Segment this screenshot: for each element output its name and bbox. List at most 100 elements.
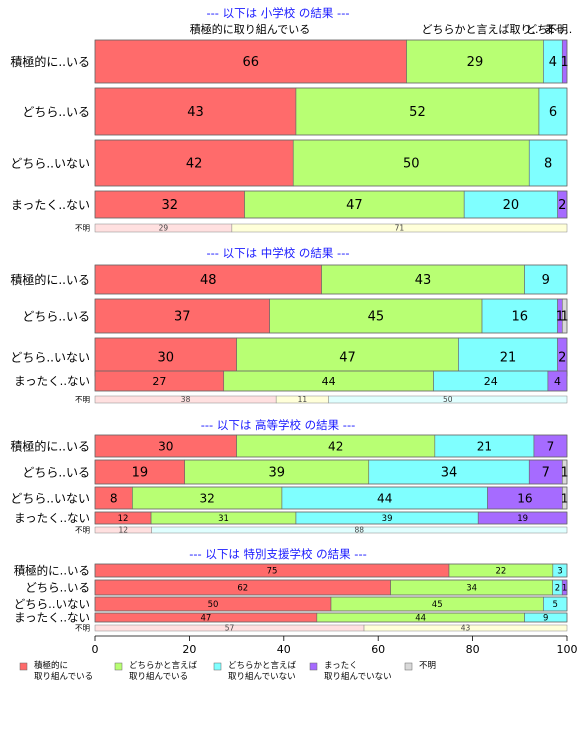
panel-title: --- 以下は 特別支援学校 の結果 --- [189, 547, 367, 561]
row-label: まったく..ない [11, 198, 90, 212]
bar-segment [524, 264, 568, 295]
data-label: 34 [466, 584, 477, 594]
bar-frame [94, 563, 568, 578]
data-label: 47 [346, 198, 363, 213]
data-label: 52 [409, 105, 426, 120]
bar-frame [94, 459, 568, 485]
bar-frame [94, 139, 568, 187]
data-label: 5 [552, 600, 557, 610]
row-label: どちら..いない [10, 350, 90, 364]
top-category-label: どち.. [526, 23, 555, 36]
bar-frame [94, 486, 568, 510]
x-tick-label: 40 [277, 643, 291, 656]
data-label: 47 [339, 351, 356, 366]
unknown-data-label: 71 [395, 224, 405, 233]
data-label: 1 [561, 491, 569, 505]
data-label: 2 [558, 198, 566, 213]
data-label: 6 [549, 105, 557, 120]
data-label: 21 [477, 439, 492, 453]
legend-swatch [19, 662, 28, 671]
row-label: 積極的に..いる [10, 54, 90, 69]
data-label: 22 [496, 567, 507, 577]
data-label: 4 [554, 375, 561, 388]
data-label: 34 [441, 466, 458, 481]
data-label: 27 [152, 375, 166, 388]
top-category-label: 積極的に取り組んでいる [190, 22, 310, 36]
data-label: 66 [242, 55, 259, 70]
legend-swatch [213, 662, 222, 671]
unknown-segment [328, 395, 568, 404]
data-label: 7 [542, 466, 550, 481]
x-tick-label: 20 [182, 643, 196, 656]
unknown-data-label: 29 [159, 224, 169, 233]
top-category-label: 不明 [546, 23, 568, 36]
unknown-row-label: 不明 [75, 624, 90, 633]
bar-segment [236, 337, 459, 377]
unknown-segment [363, 624, 568, 632]
x-tick-label: 80 [466, 643, 480, 656]
legend-swatch [114, 662, 123, 671]
data-label: 4 [549, 55, 557, 70]
panel-title: --- 以下は 高等学校 の結果 --- [201, 418, 356, 432]
bar-frame [94, 511, 568, 525]
bar-segment [269, 298, 483, 334]
panel-title: --- 以下は 中学校 の結果 --- [206, 246, 349, 260]
bar-frame [94, 612, 568, 623]
data-label: 43 [415, 273, 432, 288]
data-label: 30 [158, 439, 173, 453]
row-label: どちら..いない [10, 156, 90, 170]
data-label: 3 [557, 567, 562, 577]
row-label: どちら..いる [22, 465, 90, 479]
data-label: 43 [187, 105, 204, 120]
data-label: 39 [382, 514, 393, 524]
data-label: 1 [562, 584, 567, 594]
data-label: 44 [415, 614, 426, 624]
data-label: 16 [517, 491, 532, 505]
bar-segment [481, 298, 558, 334]
bar-segment [184, 459, 370, 485]
data-label: 50 [208, 600, 219, 610]
legend-swatch [404, 662, 413, 671]
unknown-segment [151, 526, 568, 534]
unknown-row-label: 不明 [75, 224, 90, 233]
bar-segment [292, 139, 530, 187]
data-label: 16 [512, 310, 529, 325]
unknown-data-label: 11 [298, 395, 308, 404]
data-label: 48 [200, 273, 217, 288]
bar-segment [244, 190, 465, 219]
bar-frame [94, 264, 568, 295]
row-label: どちら..いない [14, 597, 90, 611]
bar-segment [94, 139, 294, 187]
bar-frame [94, 370, 568, 392]
x-tick-label: 60 [371, 643, 385, 656]
data-label: 8 [544, 157, 552, 172]
data-label: 7 [547, 439, 555, 453]
legend-label: 不明 [419, 661, 436, 671]
data-label: 2 [558, 351, 566, 366]
data-label: 32 [199, 491, 214, 505]
bar-frame [94, 298, 568, 334]
row-label: どちら..いる [25, 581, 90, 595]
bar-frame [94, 190, 568, 219]
data-label: 32 [161, 198, 178, 213]
row-label: まったく..ない [14, 611, 90, 625]
top-category-label: どちらかと言えば取り.. [422, 23, 539, 36]
unknown-segment [231, 223, 568, 233]
data-label: 20 [503, 198, 520, 213]
legend-label: どちらかと言えば取り組んでいる [129, 660, 198, 682]
panel-title: --- 以下は 小学校 の結果 --- [206, 6, 349, 20]
bar-frame [94, 39, 568, 84]
data-label: 1 [560, 466, 568, 481]
unknown-data-label: 12 [119, 526, 129, 535]
row-label: 積極的に..いる [10, 438, 90, 453]
data-label: 50 [403, 157, 420, 172]
data-label: 8 [110, 491, 118, 505]
unknown-data-label: 57 [225, 624, 235, 633]
data-label: 30 [158, 351, 175, 366]
unknown-data-label: 50 [443, 395, 453, 404]
data-label: 62 [237, 584, 248, 594]
data-label: 47 [201, 614, 212, 624]
bar-frame [94, 596, 568, 612]
data-label: 1 [560, 310, 568, 325]
